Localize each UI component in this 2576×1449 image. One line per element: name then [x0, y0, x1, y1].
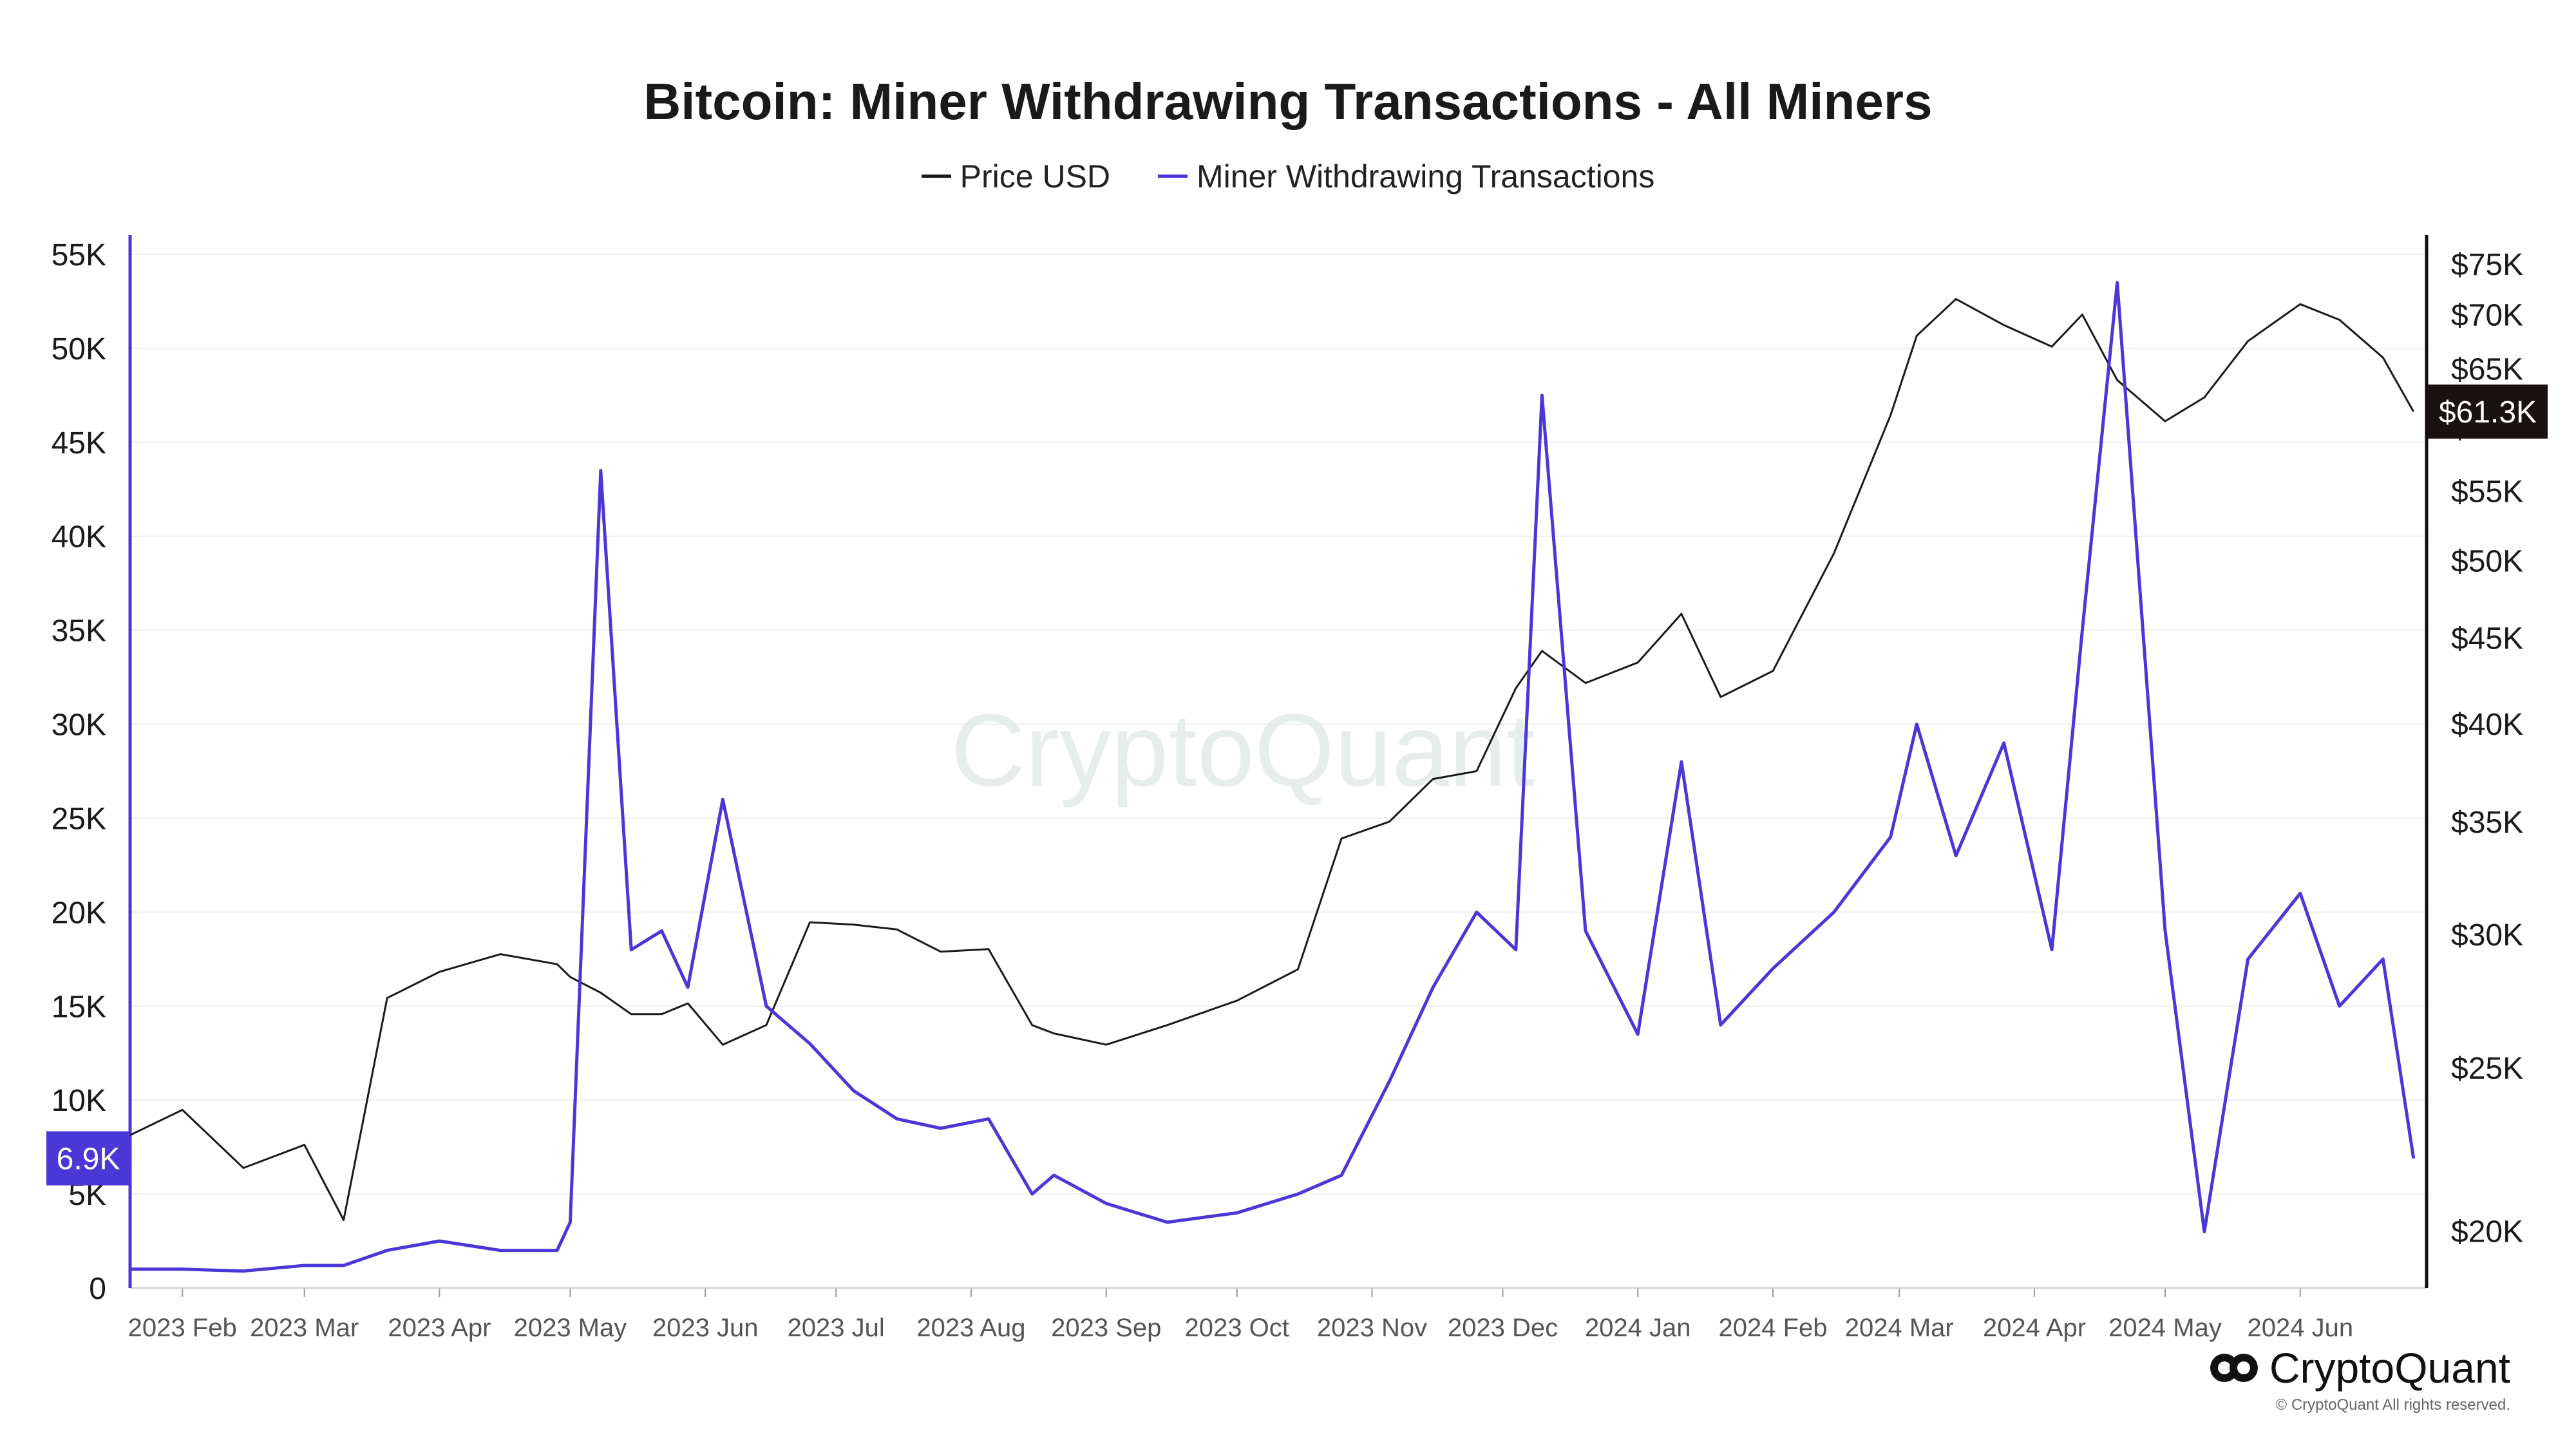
x-tick-label: 2023 Dec — [1448, 1314, 1558, 1342]
x-tick-label: 2024 Feb — [1718, 1314, 1827, 1342]
y-right-tick-label: $65K — [2451, 353, 2523, 387]
series-layer — [129, 281, 2416, 1273]
y-right-tick-label: $50K — [2451, 545, 2523, 579]
brand-logo-text: CryptoQuant — [2209, 1343, 2510, 1392]
legend-label-miner-tx: Miner Withdrawing Transactions — [1196, 158, 1655, 194]
cryptoquant-logo-icon — [2210, 1353, 2258, 1382]
legend-item-miner-tx[interactable]: Miner Withdrawing Transactions — [1157, 158, 1655, 195]
y-left-tick-label: 20K — [52, 896, 106, 930]
label-layer: $61.3K 6.9K — [46, 384, 2548, 1186]
x-tick-label: 2024 Mar — [1845, 1314, 1954, 1342]
series-line-price-usd — [129, 298, 2415, 1221]
x-tick-label: 2023 Jul — [788, 1314, 885, 1342]
y-left-tick-label: 10K — [52, 1084, 106, 1118]
y-left-tick-label: 35K — [52, 614, 106, 649]
x-tick-label: 2023 Aug — [916, 1314, 1025, 1342]
axis-layer: 05K10K15K20K25K30K35K40K45K50K55K$20K$25… — [52, 235, 2523, 1342]
last-price-label: $61.3K — [2439, 395, 2537, 430]
series-line-miner-withdrawing-tx — [130, 281, 2416, 1273]
chart-legend: Price USD Miner Withdrawing Transactions — [0, 158, 2576, 195]
y-right-tick-label: $75K — [2451, 248, 2523, 282]
y-left-tick-label: 55K — [52, 238, 106, 272]
y-right-tick-label: $25K — [2451, 1052, 2523, 1086]
legend-item-price[interactable]: Price USD — [921, 158, 1111, 195]
y-right-tick-label: $55K — [2451, 475, 2523, 509]
x-tick-label: 2023 Mar — [250, 1314, 359, 1342]
y-right-tick-label: $20K — [2451, 1215, 2523, 1249]
legend-swatch-price — [921, 175, 951, 178]
y-left-tick-label: 30K — [52, 708, 106, 743]
chart-title: Bitcoin: Miner Withdrawing Transactions … — [643, 73, 1933, 130]
legend-label-price: Price USD — [960, 158, 1111, 194]
y-left-tick-label: 0 — [89, 1272, 106, 1306]
y-left-tick-label: 40K — [52, 520, 106, 554]
x-tick-label: 2023 Nov — [1317, 1314, 1427, 1342]
y-right-tick-label: $45K — [2451, 621, 2523, 656]
y-left-tick-label: 25K — [52, 802, 106, 836]
x-tick-label: 2023 Jun — [652, 1314, 759, 1342]
x-tick-label: 2023 Feb — [128, 1314, 237, 1342]
x-tick-label: 2024 May — [2108, 1314, 2222, 1342]
x-tick-label: 2024 Jun — [2247, 1314, 2353, 1342]
last-miner-tx-label: 6.9K — [57, 1142, 120, 1177]
x-tick-label: 2024 Apr — [1983, 1314, 2086, 1342]
watermark-text: CryptoQuant — [951, 692, 1535, 808]
x-tick-label: 2023 Oct — [1185, 1314, 1289, 1342]
x-tick-label: 2023 Sep — [1051, 1314, 1161, 1342]
x-tick-label: 2023 May — [514, 1314, 627, 1342]
brand-name: CryptoQuant — [2269, 1344, 2510, 1392]
x-tick-label: 2024 Jan — [1585, 1314, 1691, 1342]
y-right-tick-label: $40K — [2451, 708, 2523, 742]
legend-swatch-miner-tx — [1157, 175, 1188, 178]
y-left-tick-label: 45K — [52, 426, 106, 460]
y-right-tick-label: $30K — [2451, 918, 2523, 952]
y-right-tick-label: $70K — [2451, 298, 2523, 332]
y-left-tick-label: 50K — [52, 332, 106, 366]
last-miner-tx-badge — [46, 1131, 130, 1186]
y-right-tick-label: $35K — [2451, 806, 2523, 840]
last-price-badge — [2428, 384, 2548, 439]
x-tick-label: 2023 Apr — [388, 1314, 491, 1342]
y-left-tick-label: 15K — [52, 990, 106, 1024]
copyright-text: © CryptoQuant All rights reserved. — [2275, 1396, 2511, 1414]
